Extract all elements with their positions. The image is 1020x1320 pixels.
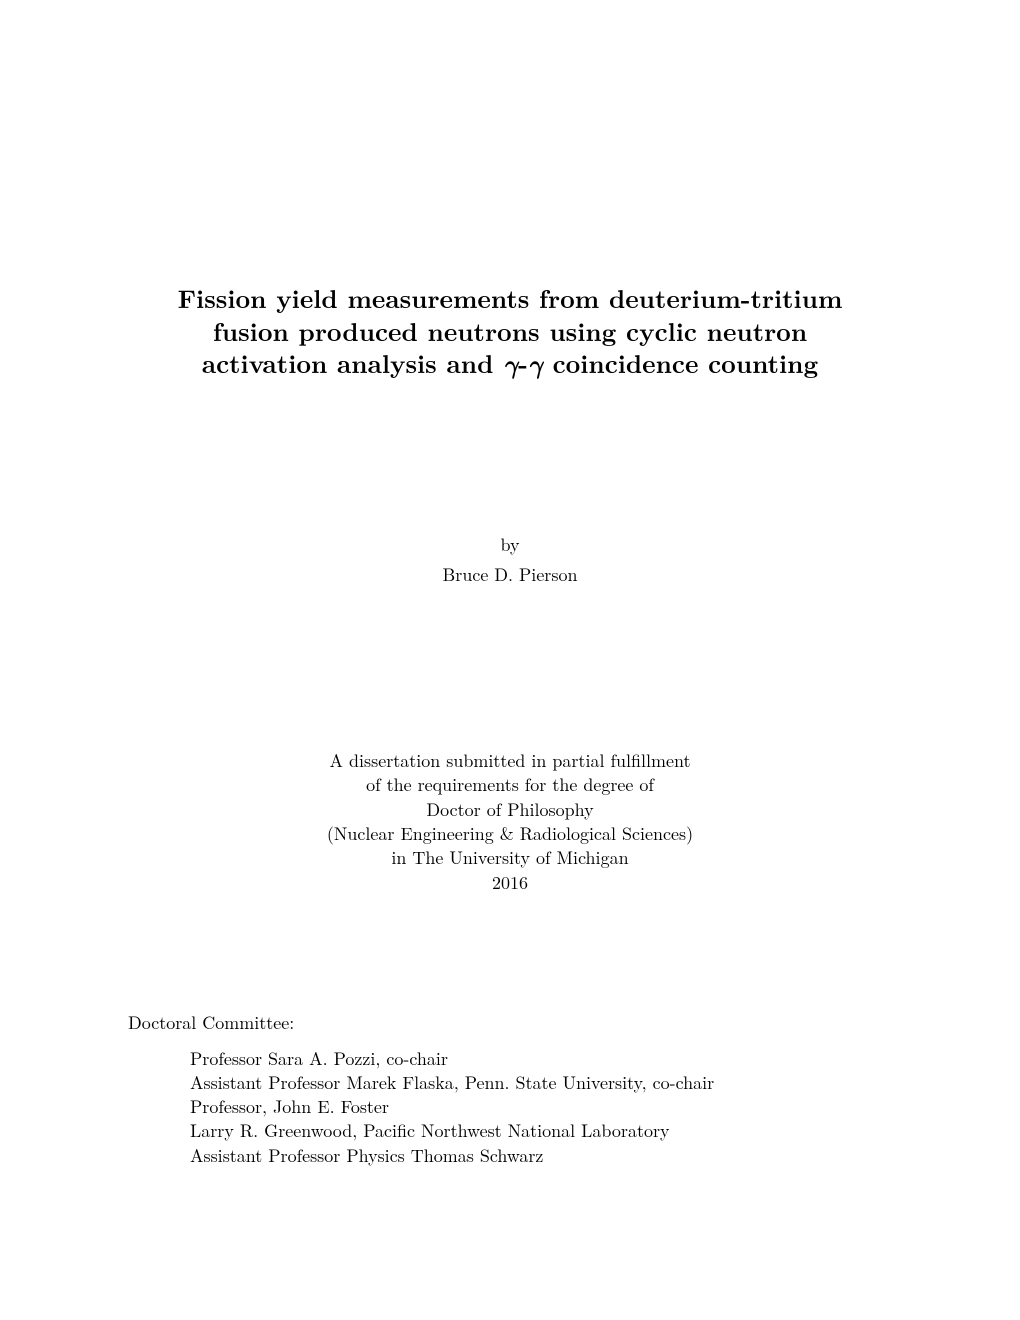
dissertation-title: Fission yield measurements from deuteriu… bbox=[128, 282, 892, 382]
doctoral-committee: Doctoral Committee: Professor Sara A. Po… bbox=[128, 1010, 714, 1168]
gamma-symbol-2: γ bbox=[528, 352, 543, 378]
committee-member: Professor, John E. Foster bbox=[190, 1095, 714, 1119]
title-line-2: fusion produced neutrons using cyclic ne… bbox=[128, 315, 892, 348]
committee-members-list: Professor Sara A. Pozzi, co-chair Assist… bbox=[128, 1047, 714, 1168]
submission-line-5: in The University of Michigan bbox=[128, 846, 892, 870]
submission-statement: A dissertation submitted in partial fulf… bbox=[128, 749, 892, 895]
submission-line-2: of the requirements for the degree of bbox=[128, 773, 892, 797]
submission-line-6: 2016 bbox=[128, 871, 892, 895]
submission-line-3: Doctor of Philosophy bbox=[128, 798, 892, 822]
title-line-3-prefix: activation analysis and bbox=[202, 344, 503, 381]
committee-member: Assistant Professor Marek Flaska, Penn. … bbox=[190, 1071, 714, 1095]
submission-line-1: A dissertation submitted in partial fulf… bbox=[128, 749, 892, 773]
committee-heading: Doctoral Committee: bbox=[128, 1010, 714, 1035]
title-page: Fission yield measurements from deuteriu… bbox=[0, 0, 1020, 1320]
title-line-3-suffix: coincidence counting bbox=[543, 344, 818, 381]
by-label: by bbox=[128, 530, 892, 561]
title-line-3: activation analysis and γ-γ coincidence … bbox=[128, 347, 892, 382]
gamma-symbol-1: γ bbox=[503, 352, 518, 378]
title-line-1: Fission yield measurements from deuteriu… bbox=[128, 282, 892, 315]
committee-member: Assistant Professor Physics Thomas Schwa… bbox=[190, 1144, 714, 1168]
submission-line-4: (Nuclear Engineering & Radiological Scie… bbox=[128, 822, 892, 846]
committee-member: Larry R. Greenwood, Pacific Northwest Na… bbox=[190, 1119, 714, 1143]
title-hyphen: - bbox=[518, 344, 528, 381]
committee-member: Professor Sara A. Pozzi, co-chair bbox=[190, 1047, 714, 1071]
author-block: by Bruce D. Pierson bbox=[128, 530, 892, 591]
author-name: Bruce D. Pierson bbox=[128, 560, 892, 591]
